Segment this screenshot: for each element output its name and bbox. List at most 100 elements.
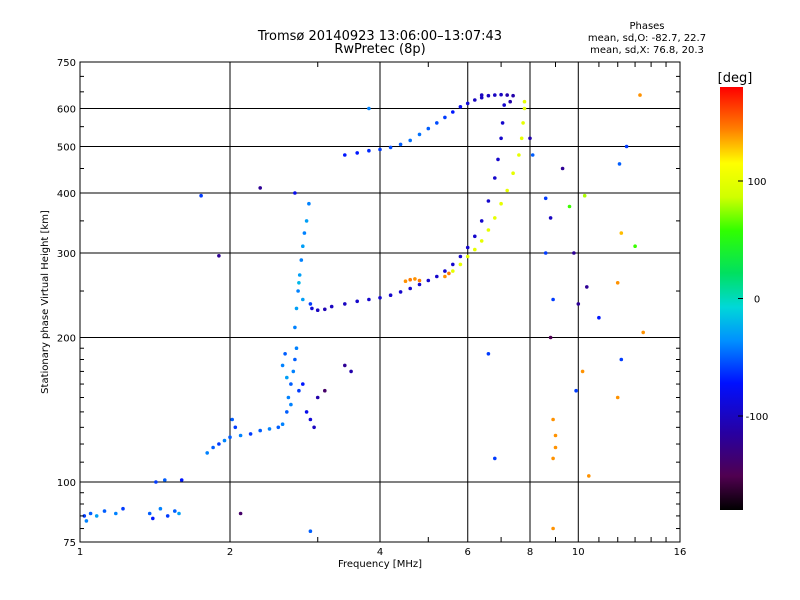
data-point xyxy=(307,201,311,206)
data-point xyxy=(479,219,484,223)
data-point xyxy=(499,92,503,97)
data-point xyxy=(479,95,484,100)
data-point xyxy=(572,251,576,255)
data-point xyxy=(499,136,503,141)
data-point xyxy=(458,105,463,109)
data-point xyxy=(94,514,99,518)
data-point xyxy=(473,98,477,102)
data-point xyxy=(258,428,263,433)
data-point xyxy=(543,251,548,255)
data-point xyxy=(551,456,555,461)
data-point xyxy=(230,417,234,422)
colorbar-tick-label: -100 xyxy=(746,412,769,423)
data-point xyxy=(574,388,578,393)
data-point xyxy=(173,509,177,513)
data-point xyxy=(84,519,89,523)
data-point xyxy=(499,201,503,206)
data-point xyxy=(521,121,525,125)
grid xyxy=(80,62,680,542)
data-point xyxy=(458,262,463,267)
data-point xyxy=(289,402,293,407)
data-point xyxy=(294,306,299,311)
data-point xyxy=(179,478,184,482)
data-point xyxy=(147,511,152,516)
data-point xyxy=(408,286,413,291)
data-point xyxy=(486,93,491,98)
stats-x-line: mean, sd,X: 76.8, 20.3 xyxy=(590,45,704,56)
data-point xyxy=(154,480,158,484)
data-point xyxy=(297,388,301,393)
data-point xyxy=(473,247,477,252)
data-point xyxy=(308,529,313,533)
data-point xyxy=(447,271,451,276)
plot-frame xyxy=(79,61,681,543)
data-point xyxy=(308,302,313,306)
data-point xyxy=(398,290,403,294)
data-point xyxy=(522,99,527,104)
colorbar-ticks: 100 0 -100 xyxy=(738,177,768,423)
data-point xyxy=(289,382,293,386)
data-point xyxy=(479,239,484,243)
data-point xyxy=(553,433,558,438)
data-point xyxy=(296,289,300,293)
data-point xyxy=(551,417,555,422)
data-point xyxy=(349,369,353,374)
data-point xyxy=(576,302,581,306)
data-point xyxy=(343,302,347,306)
data-point xyxy=(443,274,447,279)
data-point xyxy=(417,132,422,137)
data-point xyxy=(301,244,305,248)
data-point xyxy=(465,254,470,259)
data-point xyxy=(299,258,304,262)
data-point xyxy=(493,456,497,461)
data-point xyxy=(435,121,439,125)
data-point xyxy=(451,110,455,114)
data-point xyxy=(417,278,422,283)
data-point xyxy=(323,307,327,312)
data-point xyxy=(426,126,431,131)
data-point xyxy=(163,478,167,482)
data-point xyxy=(403,279,408,284)
data-point xyxy=(205,451,209,455)
data-point xyxy=(465,101,470,106)
data-point xyxy=(355,299,360,304)
data-point xyxy=(258,186,263,190)
colorbar-tick-label: 100 xyxy=(747,177,766,188)
data-point xyxy=(238,511,243,516)
data-point xyxy=(619,231,624,235)
data-point xyxy=(301,382,305,386)
y-tick-label: 200 xyxy=(57,334,76,345)
y-tick-label: 100 xyxy=(57,478,76,489)
data-point xyxy=(458,254,463,259)
data-point xyxy=(486,352,491,356)
data-point xyxy=(548,216,553,220)
chart-title: Tromsø 20140923 13:06:00–13:07:43 xyxy=(257,29,502,44)
data-point xyxy=(417,282,422,287)
data-point xyxy=(551,297,555,302)
data-point xyxy=(285,410,289,414)
data-point xyxy=(465,245,470,250)
data-point xyxy=(285,375,289,380)
y-tick-label: 750 xyxy=(57,58,76,69)
data-point xyxy=(443,115,447,120)
colorbar-label: [deg] xyxy=(718,71,753,86)
x-tick-label: 4 xyxy=(377,547,383,558)
x-tick-label: 6 xyxy=(465,547,471,558)
data-point xyxy=(293,191,297,195)
x-tick-label: 10 xyxy=(572,547,585,558)
data-point xyxy=(496,157,500,162)
data-point xyxy=(435,274,439,279)
data-point xyxy=(479,93,484,97)
data-point xyxy=(222,438,227,443)
y-tick-label: 400 xyxy=(57,189,76,200)
data-point xyxy=(451,269,455,273)
data-point xyxy=(291,369,296,374)
data-point xyxy=(315,395,320,400)
data-point xyxy=(619,357,624,362)
x-tick-label: 2 xyxy=(227,547,233,558)
data-point xyxy=(597,315,601,320)
data-point xyxy=(543,196,548,201)
data-point xyxy=(238,433,243,438)
data-point xyxy=(378,147,382,152)
